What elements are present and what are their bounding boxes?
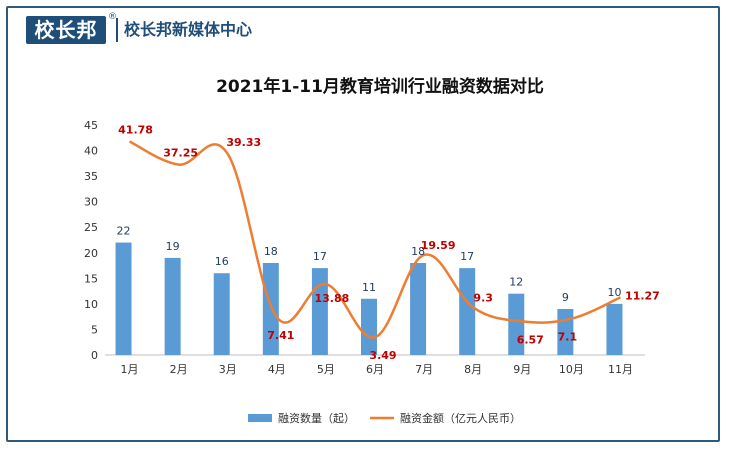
bar-value-label: 19 xyxy=(166,240,180,253)
line-value-label: 9.3 xyxy=(473,291,493,304)
x-tick-label: 4月 xyxy=(268,363,286,376)
y-tick-label: 15 xyxy=(84,272,98,285)
y-tick-label: 25 xyxy=(84,221,98,234)
bar-value-label: 16 xyxy=(215,255,229,268)
y-tick-label: 35 xyxy=(84,170,98,183)
line-value-label: 11.27 xyxy=(625,289,660,302)
legend-bar-label: 融资数量（起） xyxy=(278,412,355,425)
bar xyxy=(311,268,328,355)
bar xyxy=(410,263,427,355)
bar-value-label: 18 xyxy=(264,245,278,258)
line-value-label: 41.78 xyxy=(118,123,153,136)
x-tick-label: 8月 xyxy=(464,363,482,376)
line-value-label: 7.41 xyxy=(267,329,294,342)
bar-value-label: 12 xyxy=(509,276,523,289)
line-value-label: 3.49 xyxy=(369,349,396,362)
line-value-label: 13.88 xyxy=(315,292,350,305)
bar xyxy=(606,303,623,355)
bar xyxy=(459,268,476,355)
x-tick-label: 9月 xyxy=(513,363,531,376)
bar-layer xyxy=(115,242,623,355)
line-value-label: 19.59 xyxy=(421,239,456,252)
line-value-label: 6.57 xyxy=(517,333,544,346)
x-tick-label: 5月 xyxy=(317,363,335,376)
line-value-label: 37.25 xyxy=(163,147,198,160)
x-tick-label: 6月 xyxy=(366,363,384,376)
bar-value-label: 17 xyxy=(460,250,474,263)
brand-divider xyxy=(116,18,118,42)
line-value-label: 39.33 xyxy=(226,136,261,149)
y-tick-label: 0 xyxy=(91,349,98,362)
x-tick-label: 11月 xyxy=(608,363,633,376)
bar-value-label: 9 xyxy=(562,291,569,304)
bar xyxy=(115,242,132,355)
bar xyxy=(361,298,377,355)
label-layer: 22 19 16 18 17 11 18 17 12 9 10 41.78 37.25 39.33 7.41… xyxy=(117,123,660,362)
y-tick-label: 30 xyxy=(84,196,98,209)
legend-bar-swatch xyxy=(248,414,272,422)
axis-layer: 0 5 10 15 20 25 30 35 40 45 1月 2月 3月 4月 5月 6月 7月 8月 9月 10月 1… xyxy=(84,119,645,376)
y-tick-label: 40 xyxy=(84,145,98,158)
y-tick-label: 5 xyxy=(91,323,98,336)
registered-mark: ® xyxy=(108,12,117,22)
legend-line-label: 融资金额（亿元人民币） xyxy=(400,411,521,425)
bar xyxy=(262,263,279,355)
x-tick-label: 7月 xyxy=(415,363,433,376)
chart-frame xyxy=(6,6,720,442)
bar xyxy=(508,293,525,355)
bar-value-label: 10 xyxy=(607,286,621,299)
bar-value-label: 22 xyxy=(117,225,131,238)
x-tick-label: 1月 xyxy=(121,363,139,376)
bar xyxy=(164,257,181,355)
brand-logo: 校长邦 xyxy=(26,16,106,44)
y-tick-label: 20 xyxy=(84,247,98,260)
line-layer xyxy=(128,140,621,339)
x-tick-label: 10月 xyxy=(559,363,584,376)
legend: 融资数量（起） 融资金额（亿元人民币） xyxy=(248,411,521,425)
line-value-label: 7.1 xyxy=(558,331,578,344)
y-tick-label: 45 xyxy=(84,119,98,132)
x-tick-label: 2月 xyxy=(170,363,188,376)
bar xyxy=(213,273,230,355)
brand-name: 校长邦新媒体中心 xyxy=(124,20,253,39)
chart-title: 2021年1-11月教育培训行业融资数据对比 xyxy=(216,76,544,97)
bar-value-label: 18 xyxy=(411,245,425,258)
bar-value-label: 17 xyxy=(313,250,327,263)
amount-series-line xyxy=(128,140,621,339)
x-tick-label: 3月 xyxy=(219,363,237,376)
y-tick-label: 10 xyxy=(84,298,98,311)
bar-value-label: 11 xyxy=(362,281,376,294)
